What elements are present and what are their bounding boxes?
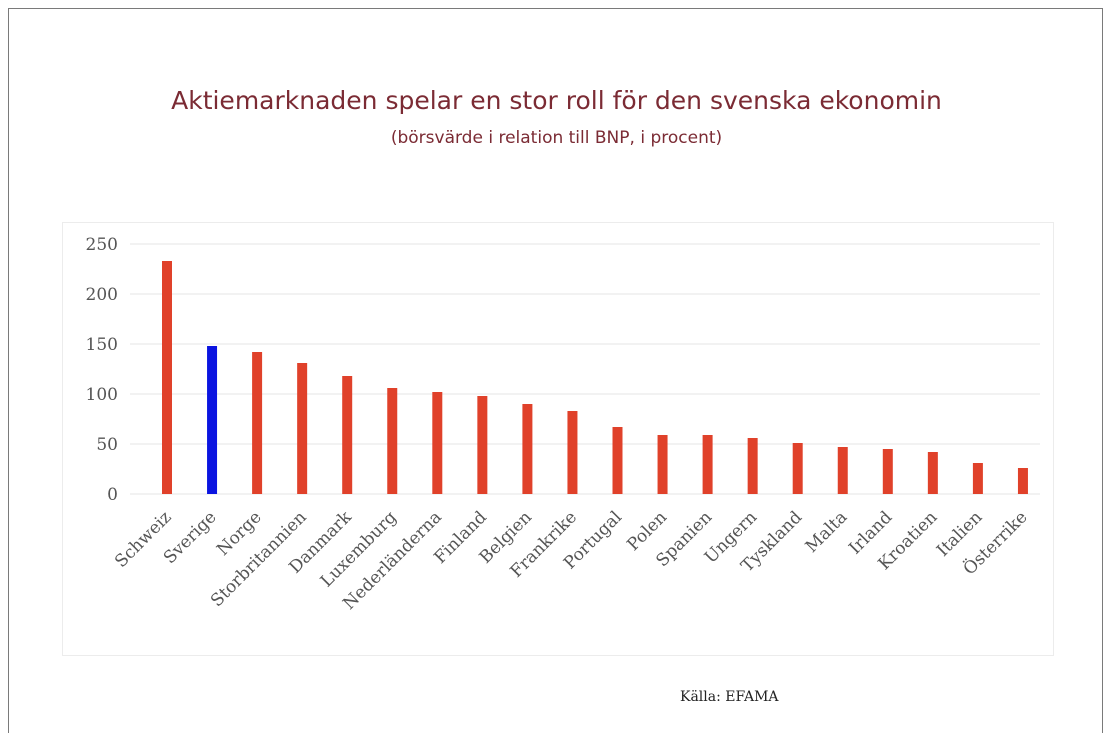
bar <box>477 396 488 494</box>
bar <box>747 438 758 494</box>
bar <box>387 388 398 494</box>
bar <box>612 427 623 494</box>
x-tick-label: Schweiz <box>111 507 175 571</box>
bar <box>207 346 218 494</box>
y-tick-label: 150 <box>86 335 118 355</box>
bar <box>342 376 353 494</box>
source-note: Källa: EFAMA <box>680 689 779 705</box>
bar <box>792 443 803 494</box>
y-tick-label: 50 <box>96 435 118 455</box>
bar <box>252 352 263 494</box>
bar <box>972 463 983 494</box>
y-tick-label: 0 <box>107 485 118 505</box>
bar <box>297 363 308 494</box>
bar <box>162 261 172 494</box>
bar <box>837 447 848 494</box>
y-tick-label: 250 <box>86 235 118 255</box>
bar <box>927 452 938 494</box>
bar <box>522 404 533 494</box>
bar <box>882 449 893 494</box>
bar <box>1017 468 1028 494</box>
y-tick-label: 200 <box>86 285 118 305</box>
chart-title: Aktiemarknaden spelar en stor roll för d… <box>171 86 942 115</box>
chart-subtitle: (börsvärde i relation till BNP, i procen… <box>390 128 723 148</box>
bar <box>702 435 713 494</box>
y-tick-label: 100 <box>86 385 118 405</box>
bar <box>567 411 578 494</box>
x-tick-label: Malta <box>802 507 851 556</box>
bar <box>432 392 443 494</box>
bar <box>657 435 668 494</box>
